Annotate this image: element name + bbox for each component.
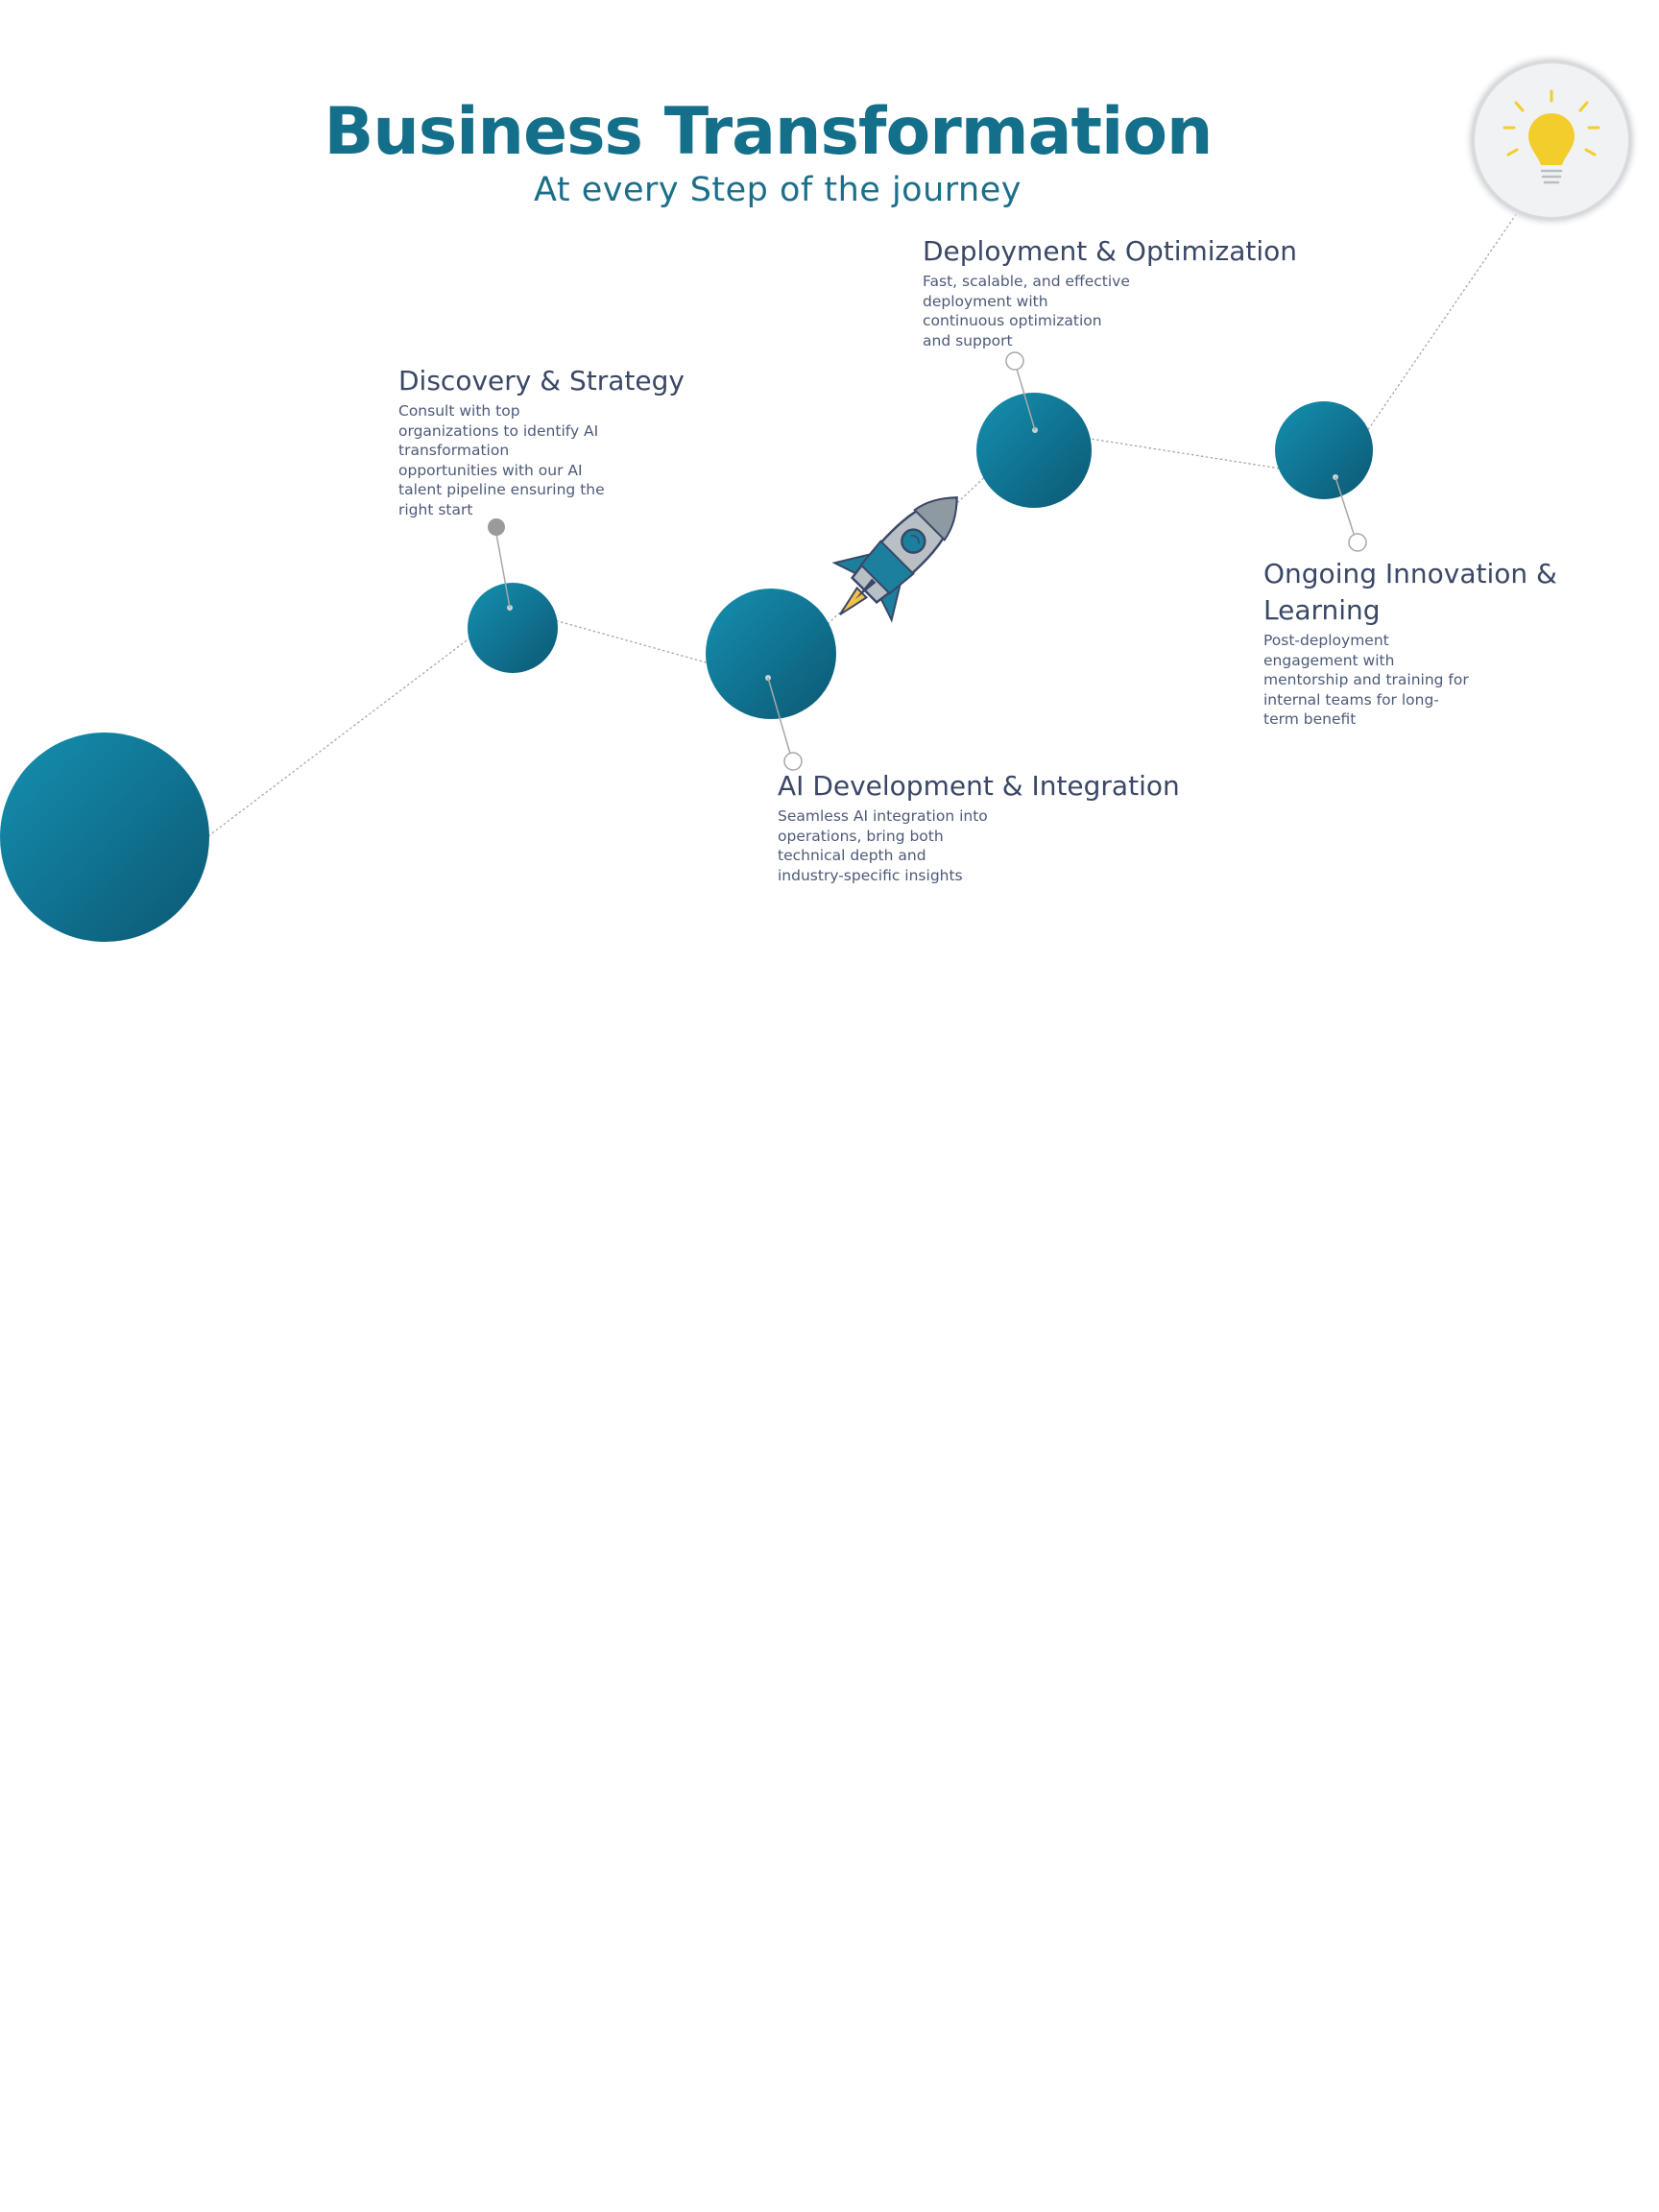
page-subtitle: At every Step of the journey xyxy=(534,171,1022,209)
desc-line: Consult with top xyxy=(398,402,520,420)
planet-discovery xyxy=(468,583,558,673)
connector-development xyxy=(767,677,791,755)
label-connectors xyxy=(495,368,1355,755)
title-line: Learning xyxy=(1263,594,1381,626)
planets xyxy=(0,393,1373,942)
desc-line: and support xyxy=(923,331,1013,349)
step-description: Fast, scalable, and effective deployment… xyxy=(923,272,1297,350)
desc-line: internal teams for long- xyxy=(1263,690,1439,709)
desc-line: engagement with xyxy=(1263,651,1395,669)
desc-line: deployment with xyxy=(923,292,1048,310)
planet-deployment xyxy=(976,393,1092,508)
anchor-innovation xyxy=(1348,533,1367,552)
desc-line: mentorship and training for xyxy=(1263,671,1469,688)
lightbulb-icon xyxy=(1463,52,1640,228)
page-title: Business Transformation xyxy=(324,94,1214,170)
desc-line: continuous optimization xyxy=(923,312,1102,329)
step-deployment: Deployment & Optimization Fast, scalable… xyxy=(923,233,1297,350)
connector-deployment xyxy=(1016,368,1036,431)
desc-line: talent pipeline ensuring the xyxy=(398,481,605,498)
desc-line: right start xyxy=(398,500,473,518)
step-title: AI Development & Integration xyxy=(778,770,1180,802)
step-title: Ongoing Innovation & Learning xyxy=(1263,556,1557,629)
anchor-discovery xyxy=(488,518,505,536)
desc-line: organizations to identify AI xyxy=(398,421,599,440)
journey-path xyxy=(196,212,1518,846)
desc-line: Post-deployment xyxy=(1263,632,1389,649)
desc-line: transformation xyxy=(398,442,510,459)
step-description: Consult with top organizations to identi… xyxy=(398,401,685,519)
step-title: Discovery & Strategy xyxy=(398,365,685,397)
step-development: AI Development & Integration Seamless AI… xyxy=(778,768,1180,885)
desc-line: Fast, scalable, and effective xyxy=(923,273,1130,290)
planet-development xyxy=(706,589,836,719)
label-anchors xyxy=(488,351,1367,771)
anchor-development xyxy=(783,752,803,771)
planet-innovation xyxy=(1275,401,1373,499)
desc-line: opportunities with our AI xyxy=(398,461,583,479)
step-title: Deployment & Optimization xyxy=(923,235,1298,267)
path-segment xyxy=(196,607,511,846)
desc-line: term benefit xyxy=(1263,710,1357,728)
step-innovation: Ongoing Innovation & Learning Post-deplo… xyxy=(1263,556,1557,730)
planet-start xyxy=(0,733,209,942)
rocket-icon xyxy=(831,496,958,623)
title-line: Ongoing Innovation & xyxy=(1263,558,1557,589)
desc-line: Seamless AI integration into xyxy=(778,807,988,825)
desc-line: operations, bring both xyxy=(778,827,944,845)
step-description: Seamless AI integration into operations,… xyxy=(778,806,1180,885)
step-description: Post-deployment engagement with mentorsh… xyxy=(1263,631,1557,730)
connector-innovation xyxy=(1334,476,1355,535)
desc-line: technical depth and xyxy=(778,847,926,864)
desc-line: industry-specific insights xyxy=(778,866,963,884)
anchor-deployment xyxy=(1005,351,1024,371)
connector-discovery xyxy=(495,533,511,609)
step-discovery: Discovery & Strategy Consult with top or… xyxy=(398,363,685,519)
